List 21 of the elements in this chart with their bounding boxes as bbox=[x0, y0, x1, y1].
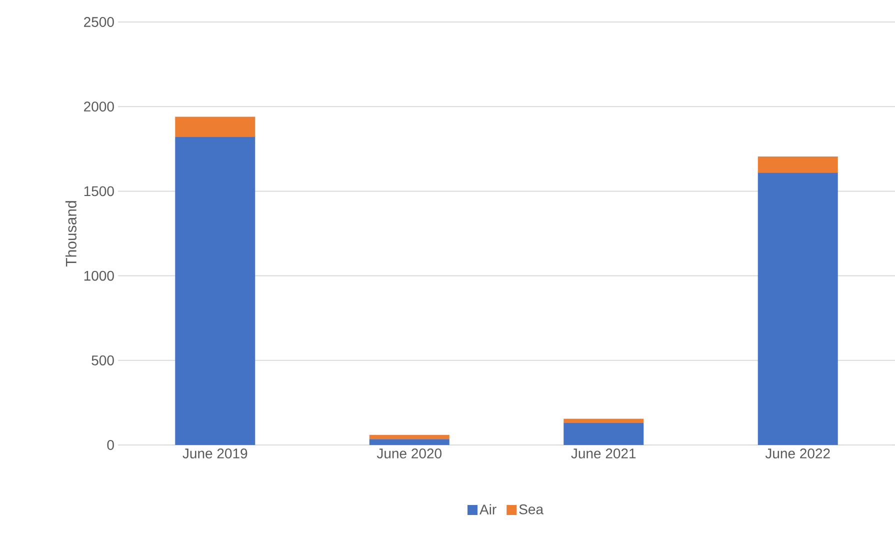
bar bbox=[369, 439, 450, 445]
bar bbox=[175, 116, 256, 138]
x-tick-label: June 2021 bbox=[571, 448, 636, 458]
y-axis-title: Thousand bbox=[65, 201, 76, 267]
bar bbox=[369, 434, 450, 440]
legend-label: Air bbox=[480, 504, 496, 514]
bar bbox=[758, 156, 838, 173]
y-tick-label: 0 bbox=[107, 440, 114, 450]
bar bbox=[175, 137, 256, 445]
y-tick-label: 2000 bbox=[84, 102, 114, 112]
y-tick-label: 1500 bbox=[84, 186, 114, 196]
y-tick-label: 500 bbox=[92, 355, 114, 366]
x-tick-label: June 2020 bbox=[376, 448, 442, 458]
x-tick-label: June 2022 bbox=[765, 448, 830, 458]
y-tick-label: 2500 bbox=[84, 17, 114, 27]
x-tick-label: June 2019 bbox=[182, 448, 248, 458]
bar bbox=[564, 422, 644, 445]
y-tick-label: 1000 bbox=[84, 270, 114, 281]
bar bbox=[564, 418, 644, 423]
bar bbox=[758, 172, 838, 445]
legend-label: Sea bbox=[519, 504, 544, 514]
